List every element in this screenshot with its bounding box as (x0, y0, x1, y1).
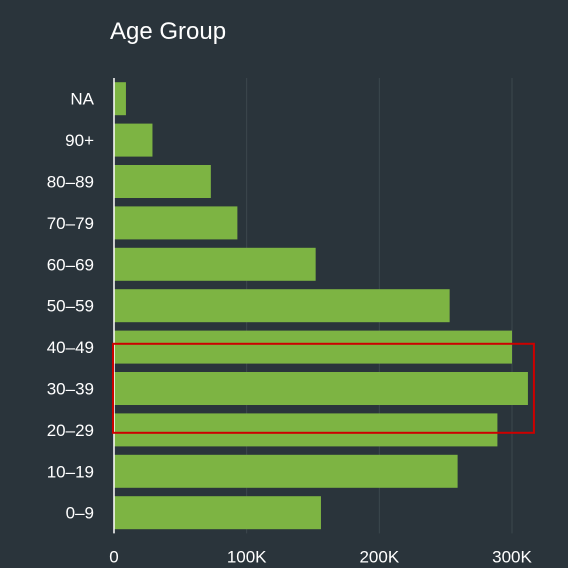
category-label-9: 10–19 (47, 462, 94, 481)
x-tick-label-0: 0 (109, 547, 118, 566)
bar-7 (114, 372, 528, 405)
category-label-6: 40–49 (47, 338, 94, 357)
category-label-0: NA (70, 90, 94, 109)
x-tick-label-3: 300K (492, 547, 532, 566)
category-label-5: 50–59 (47, 297, 94, 316)
bar-8 (114, 413, 498, 447)
category-label-2: 80–89 (47, 173, 94, 192)
category-label-1: 90+ (65, 131, 94, 150)
x-tick-label-2: 200K (359, 547, 399, 566)
category-label-7: 30–39 (47, 380, 94, 399)
bar-6 (114, 330, 512, 364)
category-label-4: 60–69 (47, 255, 94, 274)
bar-5 (114, 289, 450, 323)
bar-0 (114, 82, 126, 116)
bar-4 (114, 247, 316, 281)
category-label-3: 70–79 (47, 214, 94, 233)
bar-1 (114, 123, 153, 157)
chart-title: Age Group (110, 18, 227, 45)
bar-3 (114, 206, 238, 240)
bar-2 (114, 165, 211, 198)
bar-10 (114, 496, 321, 530)
category-label-8: 20–29 (47, 421, 94, 440)
category-label-10: 0–9 (66, 504, 94, 523)
x-tick-label-1: 100K (227, 547, 267, 566)
bar-9 (114, 454, 458, 488)
highlight-box (112, 342, 535, 434)
